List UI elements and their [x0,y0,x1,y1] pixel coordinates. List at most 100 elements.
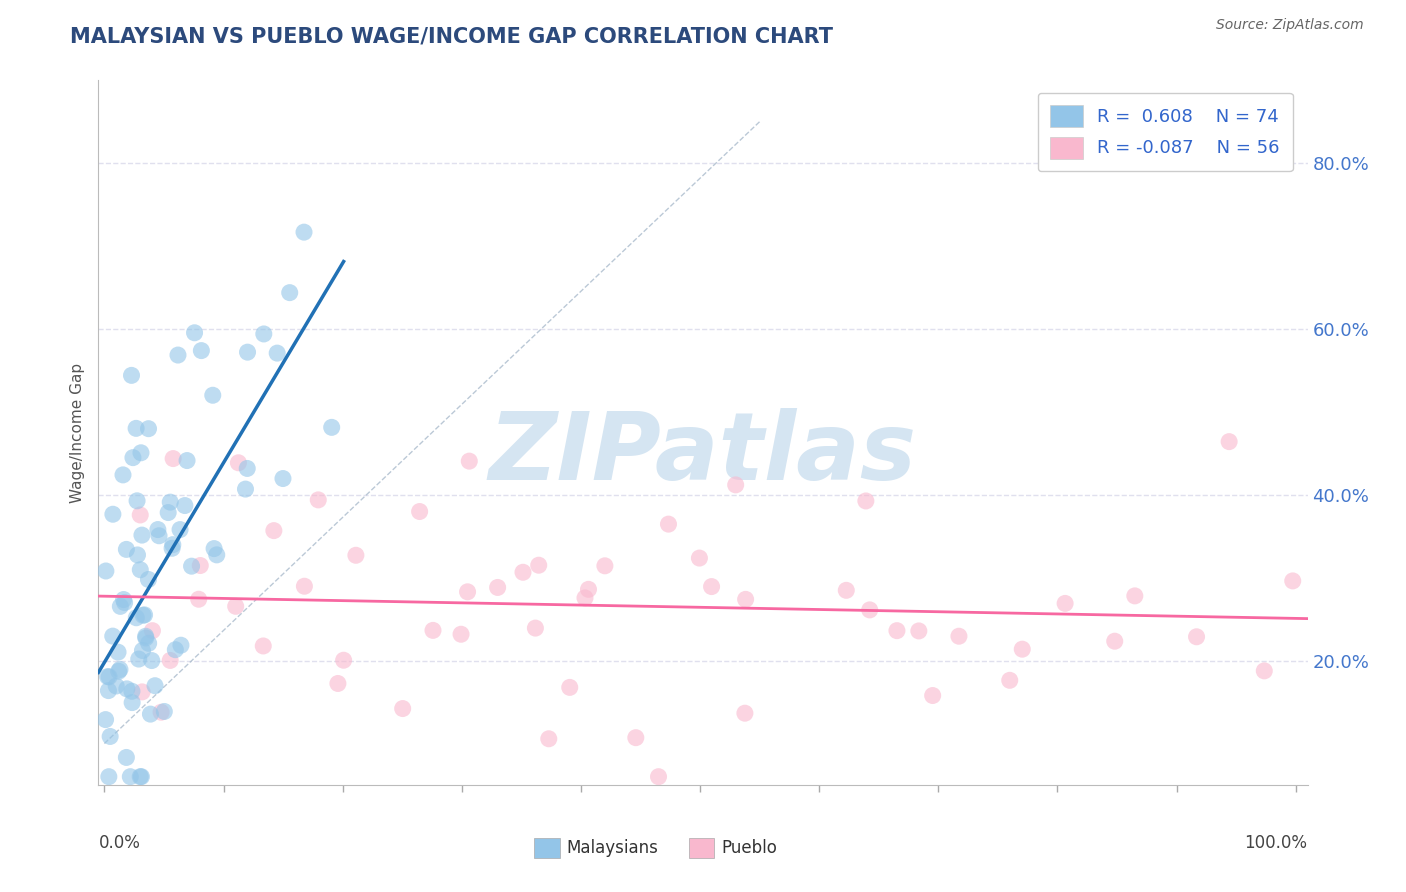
Y-axis label: Wage/Income Gap: Wage/Income Gap [70,362,86,503]
Point [558,681,581,695]
Point [190,343,212,358]
Point [344,549,367,563]
Text: 100.0%: 100.0% [1244,834,1308,852]
Point [170,638,193,652]
Text: MALAYSIAN VS PUEBLO WAGE/INCOME GAP CORRELATION CHART: MALAYSIAN VS PUEBLO WAGE/INCOME GAP CORR… [70,27,834,46]
Point [120,770,142,784]
Legend: R =  0.608    N = 74, R = -0.087    N = 56: R = 0.608 N = 74, R = -0.087 N = 56 [1038,93,1292,171]
Point [512,566,534,580]
Point [263,524,285,538]
Point [734,706,756,721]
Point [1253,664,1275,678]
Point [153,705,176,719]
Point [165,642,187,657]
Point [948,629,970,643]
Point [148,529,170,543]
Point [129,446,152,460]
Point [458,454,481,468]
Point [235,482,257,496]
Point [450,627,472,641]
Text: Malaysians: Malaysians [567,839,658,857]
Point [141,654,163,668]
Text: Pueblo: Pueblo [721,839,778,857]
Point [162,538,184,552]
Point [253,326,276,341]
Point [252,639,274,653]
Point [1011,642,1033,657]
Point [574,591,596,605]
Point [157,506,180,520]
Point [326,676,349,690]
Point [139,707,162,722]
Point [578,582,600,597]
Point [647,770,669,784]
Point [457,584,479,599]
Point [1218,434,1240,449]
Point [225,599,247,614]
Point [134,607,156,622]
Point [98,670,121,684]
Point [105,679,128,693]
Point [724,478,747,492]
Point [180,559,202,574]
Point [97,683,120,698]
Point [271,471,294,485]
Point [176,453,198,467]
Point [187,592,209,607]
Point [908,624,931,638]
Point [108,663,131,677]
Point [129,563,152,577]
Point [835,583,858,598]
Point [266,346,288,360]
Point [236,461,259,475]
Point [292,225,315,239]
Point [228,456,250,470]
Point [169,523,191,537]
Point [135,631,157,645]
Point [1185,630,1208,644]
Point [1281,574,1303,588]
Point [121,696,143,710]
Point [1123,589,1146,603]
Text: 0.0%: 0.0% [98,834,141,852]
Point [135,629,157,643]
Point [115,542,138,557]
Point [160,541,183,556]
Point [131,770,153,784]
Text: ZIPatlas: ZIPatlas [489,408,917,500]
Point [138,573,160,587]
Point [122,450,145,465]
Point [94,564,117,578]
Point [408,504,430,518]
Point [143,679,166,693]
Point [486,581,509,595]
Point [624,731,647,745]
Point [125,611,148,625]
Point [173,499,195,513]
Point [859,603,882,617]
Point [131,685,153,699]
Point [921,689,943,703]
Point [593,558,616,573]
Point [202,541,225,556]
Point [1054,596,1077,610]
Point [131,643,153,657]
Point [94,713,117,727]
Point [150,705,173,719]
Point [101,508,124,522]
Point [998,673,1021,688]
Point [125,421,148,435]
Point [138,636,160,650]
Point [107,645,129,659]
Point [128,652,150,666]
Point [98,730,121,744]
Point [162,451,184,466]
Point [115,681,138,696]
Point [101,629,124,643]
Point [278,285,301,300]
Point [167,348,190,362]
Point [183,326,205,340]
Point [188,558,211,573]
Point [236,345,259,359]
Point [115,750,138,764]
